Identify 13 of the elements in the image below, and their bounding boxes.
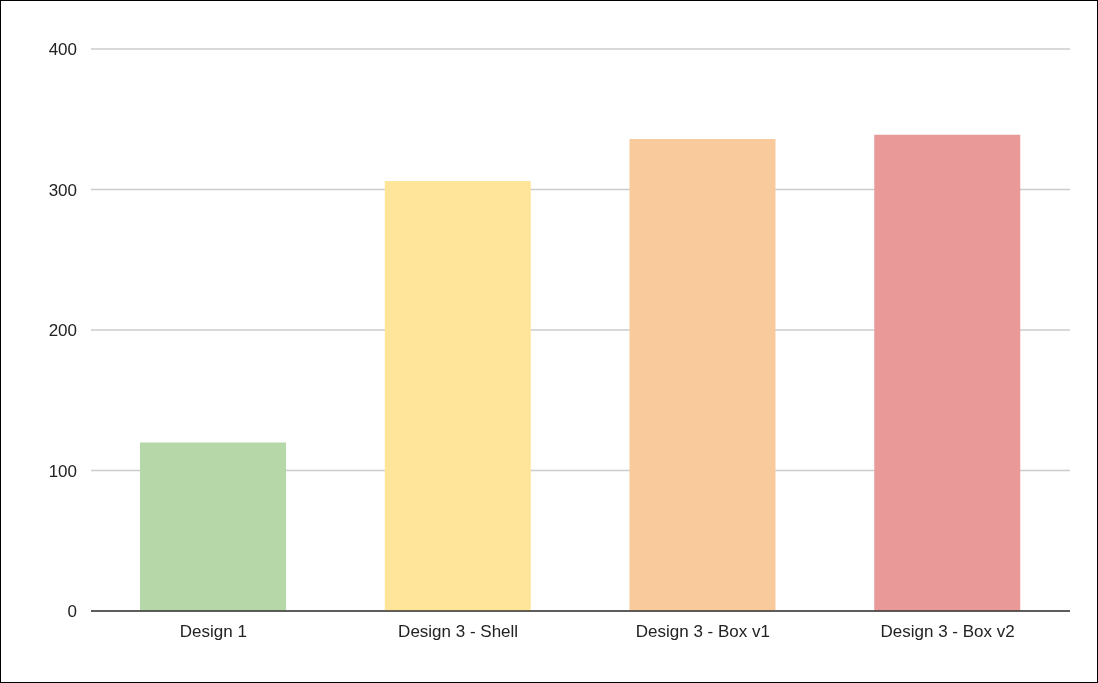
- y-tick-label: 300: [48, 180, 77, 200]
- bar: [384, 181, 531, 611]
- y-tick-label: 100: [48, 461, 77, 481]
- y-tick-label: 400: [48, 40, 77, 60]
- x-tick-label: Design 3 - Shell: [398, 622, 519, 642]
- bar: [629, 138, 776, 611]
- bar: [140, 442, 286, 611]
- x-tick-label: Design 3 - Box v2: [880, 622, 1015, 642]
- x-tick-label: Design 1: [179, 622, 247, 642]
- bar: [874, 134, 1021, 611]
- x-tick-label: Design 3 - Box v1: [635, 622, 770, 642]
- y-tick-label: 0: [67, 602, 77, 622]
- y-tick-label: 200: [48, 321, 77, 341]
